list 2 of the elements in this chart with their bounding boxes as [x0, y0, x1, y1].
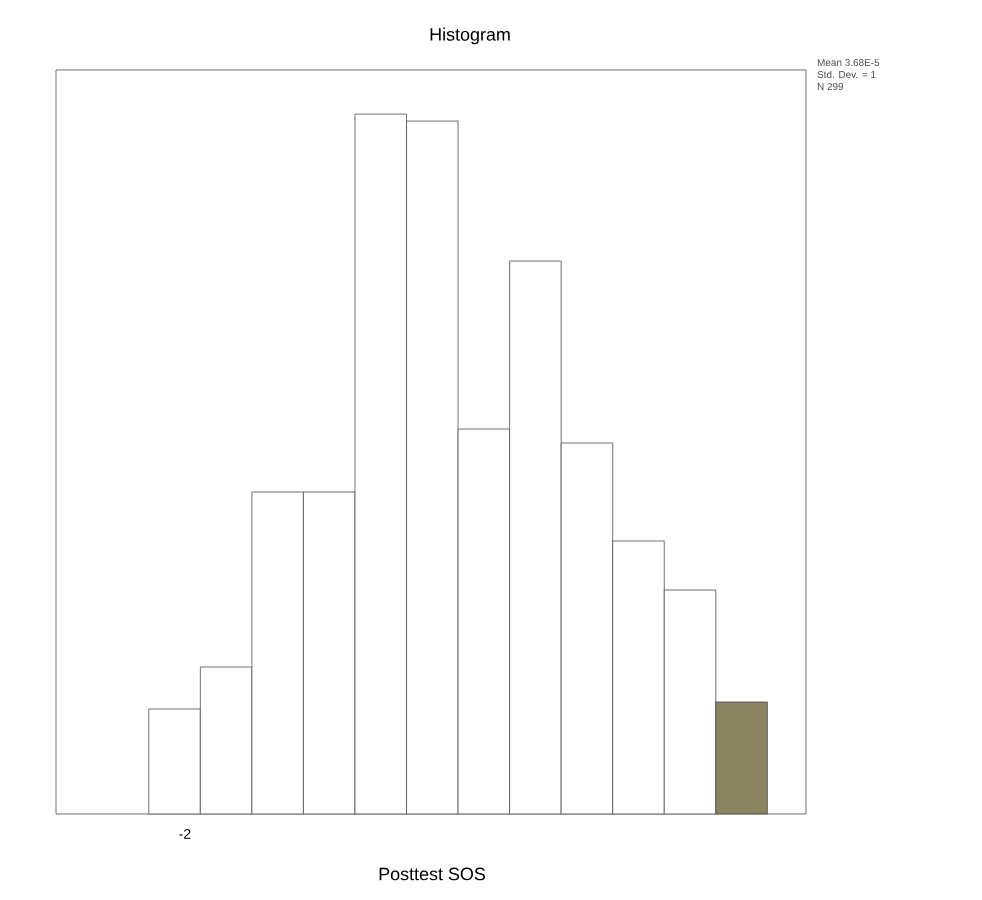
- chart-title: Histogram: [430, 27, 510, 45]
- x-axis-title: Posttest SOS: [379, 867, 486, 881]
